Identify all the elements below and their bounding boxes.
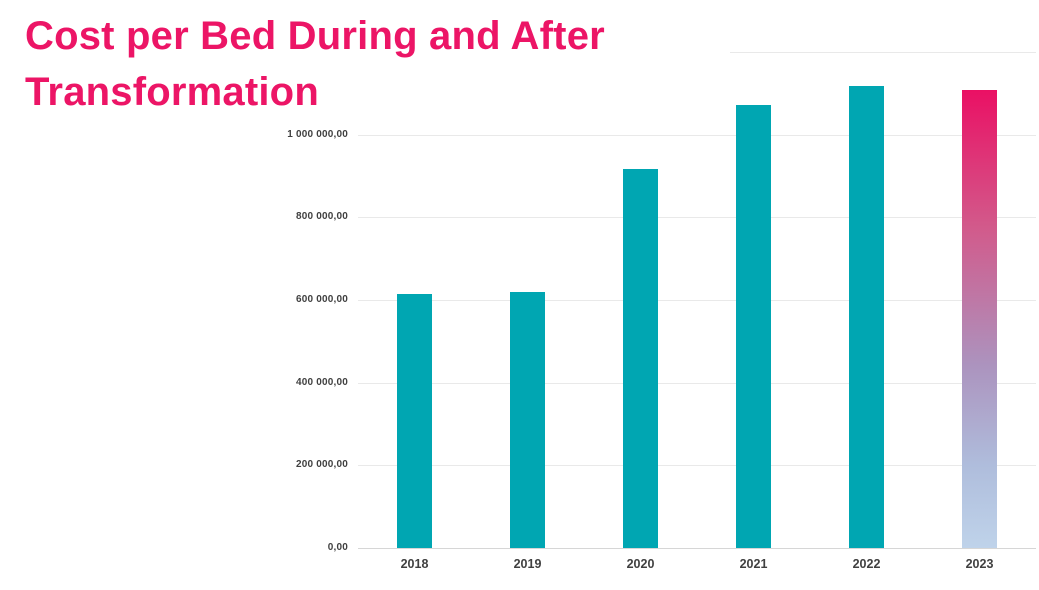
bar-2023 xyxy=(962,90,997,548)
x-axis-line xyxy=(358,548,1036,549)
x-axis-tick-label: 2020 xyxy=(626,557,655,571)
y-axis-tick-label: 800 000,00 xyxy=(295,211,348,223)
x-axis-tick-label: 2019 xyxy=(513,557,542,571)
bar-2020 xyxy=(623,169,658,548)
y-axis-tick-label: 400 000,00 xyxy=(295,376,348,388)
y-axis-tick-label: 200 000,00 xyxy=(295,459,348,471)
bar-2021 xyxy=(736,104,771,548)
bar-2019 xyxy=(510,291,545,548)
x-axis-tick-label: 2021 xyxy=(739,557,768,571)
bar-2022 xyxy=(849,86,884,548)
y-gridline xyxy=(358,300,1036,301)
x-axis-tick-label: 2018 xyxy=(400,557,429,571)
y-gridline xyxy=(358,465,1036,467)
y-gridline xyxy=(358,217,1036,219)
x-axis-tick-label: 2022 xyxy=(852,557,881,571)
slide-title-line2: Transformation xyxy=(25,70,319,114)
slide-title-line1: Cost per Bed During and After xyxy=(25,14,605,58)
y-axis-tick-label: 0,00 xyxy=(327,542,348,553)
slide-title: Cost per Bed During and After Transformat… xyxy=(0,0,730,120)
y-gridline xyxy=(358,134,1036,136)
y-gridline xyxy=(358,382,1036,384)
x-axis-tick-label: 2023 xyxy=(965,557,994,571)
y-axis-tick-label: 600 000,00 xyxy=(295,294,348,305)
bar-2018 xyxy=(397,294,432,548)
y-axis-tick-label: 1 000 000,00 xyxy=(287,128,348,140)
